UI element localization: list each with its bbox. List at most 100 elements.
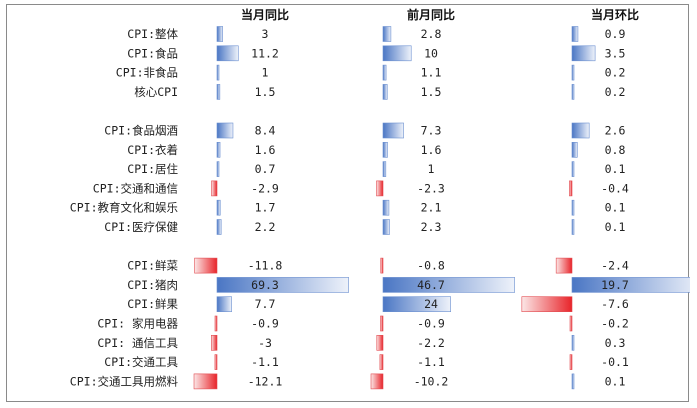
- row-label: 核心CPI: [134, 85, 178, 99]
- row-label: CPI:整体: [127, 27, 178, 41]
- positive-data-bar: [382, 277, 515, 293]
- positive-data-bar: [216, 26, 223, 42]
- cell-value: 1.5: [255, 85, 276, 99]
- cell-value: 0.3: [605, 336, 626, 350]
- cell-value: 1: [428, 162, 435, 176]
- positive-data-bar: [571, 199, 575, 216]
- row-label: CPI:鲜果: [127, 297, 178, 311]
- cell-value: 7.7: [255, 297, 276, 311]
- positive-data-bar: [216, 161, 220, 177]
- cell-value: -0.1: [601, 355, 629, 369]
- cell-value: -2.9: [251, 181, 279, 195]
- cell-value: 2.1: [421, 201, 442, 215]
- cell-value: 46.7: [417, 278, 445, 292]
- negative-data-bar: [214, 315, 218, 332]
- negative-data-bar: [211, 180, 218, 197]
- negative-data-bar: [555, 257, 573, 274]
- negative-data-bar: [380, 257, 384, 274]
- cell-value: -12.1: [248, 374, 283, 388]
- positive-data-bar: [382, 64, 387, 81]
- cell-value: 0.1: [605, 201, 626, 215]
- negative-data-bar: [193, 373, 218, 390]
- positive-data-bar: [216, 64, 220, 81]
- cell-value: -0.2: [601, 317, 629, 331]
- positive-data-bar: [571, 64, 575, 81]
- positive-data-bar: [216, 84, 221, 100]
- positive-data-bar: [216, 45, 239, 62]
- cell-value: 0.2: [605, 85, 626, 99]
- cell-value: 10: [424, 46, 438, 60]
- row-label: CPI:食品烟酒: [104, 124, 178, 138]
- cell-value: 69.3: [251, 278, 279, 292]
- negative-data-bar: [376, 180, 384, 197]
- positive-data-bar: [216, 142, 221, 158]
- positive-data-bar: [382, 199, 390, 216]
- positive-data-bar: [382, 219, 390, 235]
- negative-data-bar: [214, 354, 218, 370]
- cell-value: -3: [258, 336, 272, 350]
- cell-value: 1.7: [255, 201, 276, 215]
- negative-data-bar: [376, 334, 384, 351]
- negative-data-bar: [211, 334, 218, 351]
- row-label: CPI:猪肉: [127, 278, 178, 292]
- cell-value: 11.2: [251, 46, 279, 60]
- cell-value: -0.4: [601, 181, 629, 195]
- row-label: CPI:教育文化和娱乐: [70, 201, 179, 215]
- cell-value: -7.6: [601, 297, 629, 311]
- cell-value: -11.8: [248, 259, 283, 273]
- positive-data-bar: [571, 334, 575, 351]
- cell-value: 2.2: [255, 220, 276, 234]
- cell-value: 0.1: [605, 162, 626, 176]
- negative-data-bar: [569, 180, 573, 197]
- cell-value: -1.1: [251, 355, 279, 369]
- cell-value: 24: [424, 297, 438, 311]
- row-label: CPI:医疗保健: [104, 220, 178, 234]
- row-label: CPI:鲜菜: [127, 259, 178, 273]
- positive-data-bar: [382, 296, 451, 313]
- cell-value: 0.1: [605, 374, 626, 388]
- cell-value: 0.9: [605, 27, 626, 41]
- negative-data-bar: [569, 354, 573, 370]
- cell-value: 0.2: [605, 66, 626, 80]
- positive-data-bar: [571, 122, 590, 139]
- cell-value: 7.3: [421, 124, 442, 138]
- positive-data-bar: [216, 219, 222, 235]
- positive-data-bar: [216, 122, 234, 139]
- cell-value: 8.4: [255, 124, 276, 138]
- cell-value: 2.8: [421, 27, 442, 41]
- positive-data-bar: [571, 277, 690, 293]
- cell-value: 1.6: [421, 143, 442, 157]
- row-label: CPI:居住: [127, 162, 178, 176]
- positive-data-bar: [571, 26, 579, 42]
- positive-data-bar: [571, 142, 578, 158]
- cell-value: 0.7: [255, 162, 276, 176]
- cell-value: -1.1: [417, 355, 445, 369]
- positive-data-bar: [216, 296, 232, 313]
- row-label: CPI:交通和通信: [93, 181, 178, 195]
- cell-value: -10.2: [414, 374, 449, 388]
- positive-data-bar: [382, 26, 392, 42]
- column-header: 前月同比: [407, 7, 455, 22]
- column-header: 当月同比: [241, 7, 289, 22]
- cell-value: 3: [262, 27, 269, 41]
- negative-data-bar: [379, 354, 384, 370]
- cell-value: 2.6: [605, 124, 626, 138]
- cell-value: 19.7: [601, 278, 629, 292]
- negative-data-bar: [370, 373, 384, 390]
- positive-data-bar: [571, 45, 596, 62]
- positive-data-bar: [382, 45, 412, 62]
- positive-data-bar: [382, 161, 387, 177]
- positive-data-bar: [382, 122, 404, 139]
- cell-value: 0.1: [605, 220, 626, 234]
- cell-value: -0.8: [417, 259, 445, 273]
- cell-value: -2.4: [601, 259, 629, 273]
- positive-data-bar: [571, 373, 575, 390]
- cell-value: 2.3: [421, 220, 442, 234]
- positive-data-bar: [216, 277, 349, 293]
- negative-data-bar: [521, 296, 573, 313]
- table-frame: 当月同比 前月同比 当月环比 CPI:整体 CPI:食品 CPI:非食品 核心CPI CPI…: [6, 4, 690, 402]
- cell-value: -2.3: [417, 181, 445, 195]
- row-label: CPI:非食品: [116, 66, 178, 80]
- column-header: 当月环比: [591, 7, 639, 22]
